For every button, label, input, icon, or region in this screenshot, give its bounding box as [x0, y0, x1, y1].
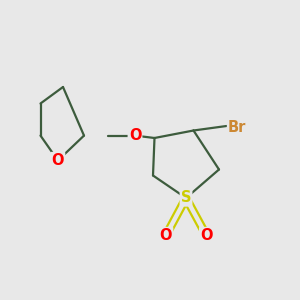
Text: O: O [160, 228, 172, 243]
Text: O: O [129, 128, 141, 143]
Text: S: S [181, 190, 191, 206]
Text: O: O [200, 228, 213, 243]
Text: Br: Br [228, 120, 246, 135]
Text: O: O [52, 153, 64, 168]
